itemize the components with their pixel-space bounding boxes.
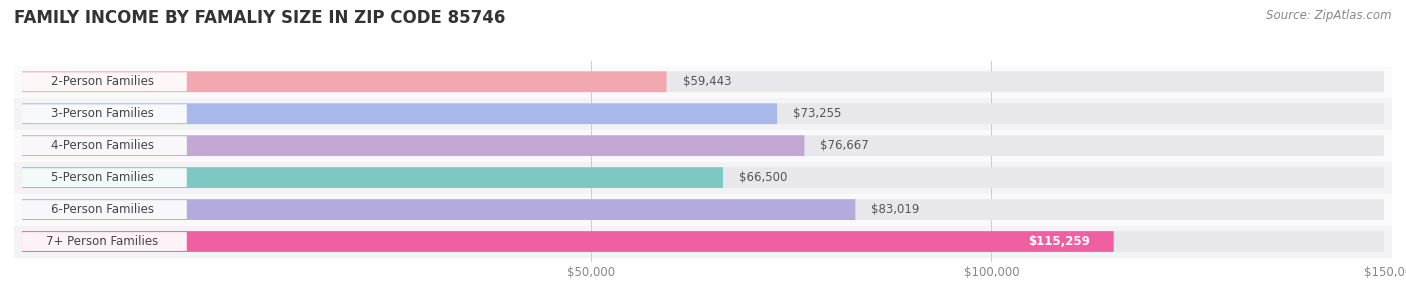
FancyBboxPatch shape	[22, 136, 187, 155]
Text: 6-Person Families: 6-Person Families	[51, 203, 153, 216]
Text: 2-Person Families: 2-Person Families	[51, 75, 153, 88]
FancyBboxPatch shape	[22, 199, 1384, 220]
FancyBboxPatch shape	[22, 135, 1384, 156]
Text: 5-Person Families: 5-Person Families	[51, 171, 153, 184]
Text: $76,667: $76,667	[821, 139, 869, 152]
FancyBboxPatch shape	[22, 199, 855, 220]
Text: 7+ Person Families: 7+ Person Families	[46, 235, 159, 248]
Bar	[14, 66, 1392, 98]
FancyBboxPatch shape	[22, 72, 187, 91]
Text: FAMILY INCOME BY FAMALIY SIZE IN ZIP CODE 85746: FAMILY INCOME BY FAMALIY SIZE IN ZIP COD…	[14, 9, 505, 27]
FancyBboxPatch shape	[22, 167, 1384, 188]
FancyBboxPatch shape	[22, 103, 778, 124]
FancyBboxPatch shape	[22, 71, 666, 92]
FancyBboxPatch shape	[22, 232, 187, 251]
Text: 4-Person Families: 4-Person Families	[51, 139, 153, 152]
FancyBboxPatch shape	[22, 231, 1114, 252]
Bar	[14, 194, 1392, 226]
Text: $115,259: $115,259	[1028, 235, 1090, 248]
FancyBboxPatch shape	[22, 231, 1384, 252]
FancyBboxPatch shape	[22, 135, 804, 156]
Text: 3-Person Families: 3-Person Families	[51, 107, 153, 120]
Bar	[14, 162, 1392, 194]
Text: $83,019: $83,019	[872, 203, 920, 216]
Bar	[14, 226, 1392, 257]
FancyBboxPatch shape	[22, 168, 187, 187]
Bar	[14, 130, 1392, 162]
Text: Source: ZipAtlas.com: Source: ZipAtlas.com	[1267, 9, 1392, 22]
FancyBboxPatch shape	[22, 103, 1384, 124]
Text: $59,443: $59,443	[682, 75, 731, 88]
FancyBboxPatch shape	[22, 167, 723, 188]
Text: $73,255: $73,255	[793, 107, 842, 120]
Bar	[14, 98, 1392, 130]
FancyBboxPatch shape	[22, 200, 187, 219]
Text: $66,500: $66,500	[740, 171, 787, 184]
FancyBboxPatch shape	[22, 104, 187, 123]
FancyBboxPatch shape	[22, 71, 1384, 92]
